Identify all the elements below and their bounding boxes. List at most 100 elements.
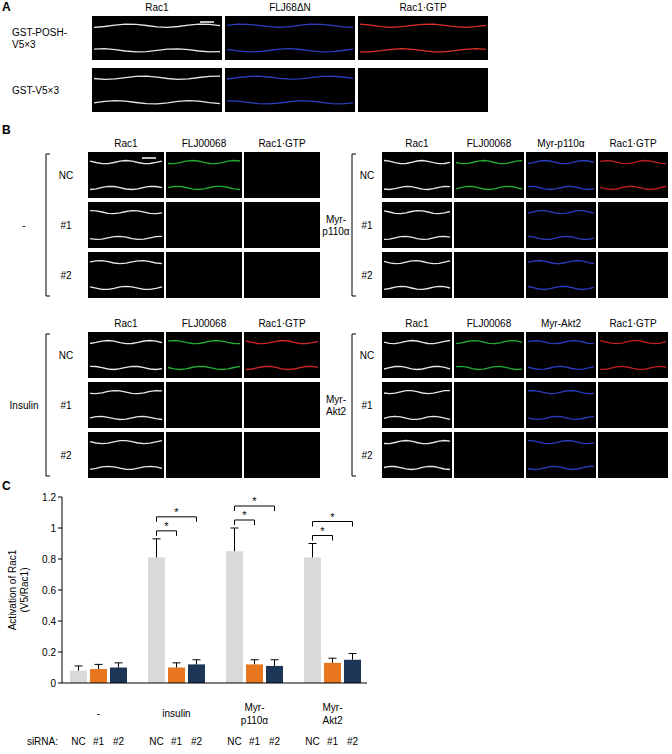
group-label: Akt2: [322, 715, 342, 726]
x-tick-label: #2: [269, 736, 281, 747]
fiber-signal: [384, 286, 450, 289]
column-header: FLJ68ΔN: [269, 2, 311, 13]
fiber-signal: [90, 211, 162, 214]
column-header: Rac1: [405, 138, 429, 149]
fiber-signal: [384, 236, 450, 239]
micrograph: [88, 202, 164, 248]
row-label: #1: [60, 220, 72, 231]
fiber-signal: [168, 186, 240, 189]
condition-label: Akt2: [326, 406, 346, 417]
panel-a: ARac1FLJ68ΔNRac1·GTPGST-POSH-V5×3GST-V5×…: [2, 0, 488, 112]
fiber-signal: [90, 236, 162, 239]
fiber-signal: [246, 366, 318, 369]
micrograph: [454, 202, 524, 248]
micrograph: [382, 432, 452, 478]
micrograph: [88, 252, 164, 298]
x-axis: [62, 683, 367, 684]
fiber-signal: [384, 341, 450, 344]
fiber-signal: [94, 101, 220, 104]
fiber-signal: [94, 49, 220, 52]
column-header: Rac1·GTP: [609, 318, 657, 329]
micrograph: [382, 202, 452, 248]
fiber-signal: [168, 341, 240, 344]
row-label: #1: [361, 400, 373, 411]
y-tick-label: 0.8: [42, 554, 56, 565]
column-header: Rac1·GTP: [609, 138, 657, 149]
y-tick-label: 0: [50, 678, 56, 689]
fiber-signal: [227, 24, 353, 27]
column-header: Myr-Akt2: [541, 318, 581, 329]
column-header: Rac1: [405, 318, 429, 329]
micrograph: [166, 382, 242, 428]
error-bar: [271, 660, 279, 666]
x-axis-label: siRNA:: [27, 736, 58, 747]
group-label: p110α: [241, 715, 269, 726]
bars: [70, 528, 361, 683]
error-bar: [309, 544, 317, 558]
bar: [168, 668, 185, 684]
panel-label: A: [2, 0, 11, 14]
significance-label: *: [252, 495, 257, 507]
micrograph: [244, 202, 320, 248]
column-header: Rac1: [114, 138, 138, 149]
fiber-signal: [384, 161, 450, 164]
condition-label: -: [22, 220, 25, 231]
micrograph: [88, 432, 164, 478]
bar: [266, 666, 283, 683]
fiber-signal: [227, 49, 353, 52]
error-bar: [153, 539, 161, 558]
fiber-signal: [227, 76, 353, 79]
fiber-signal: [528, 416, 594, 419]
y-tick: [58, 652, 62, 653]
micrograph: [166, 202, 242, 248]
fiber-signal: [90, 366, 162, 369]
micrograph: [454, 252, 524, 298]
fiber-signal: [528, 441, 594, 444]
micrograph: [88, 332, 164, 378]
y-tick-label: 1.2: [42, 492, 56, 503]
micrograph: [526, 252, 596, 298]
micrograph: [526, 332, 596, 378]
micrograph: [526, 382, 596, 428]
panel-label: B: [2, 123, 11, 137]
panel-label: C: [2, 479, 11, 493]
x-tick-label: #2: [113, 736, 125, 747]
x-tick-label: NC: [71, 736, 85, 747]
group-bracket: [46, 334, 50, 476]
y-tick: [58, 559, 62, 560]
bar: [110, 668, 127, 684]
micrograph: [92, 68, 222, 112]
micrograph: [244, 432, 320, 478]
scale-bar: [200, 21, 214, 23]
fiber-signal: [600, 161, 666, 164]
fiber-signal: [90, 416, 162, 419]
error-bar: [193, 660, 201, 665]
fiber-signal: [94, 76, 220, 79]
x-tick-label: #1: [249, 736, 261, 747]
micrograph: [166, 252, 242, 298]
scale-bar: [142, 157, 156, 159]
group-bracket: [352, 154, 356, 296]
micrograph: [88, 152, 164, 198]
error-bar: [329, 658, 337, 663]
panel-b: BRac1FLJ00068Rac1·GTP-NC#1#2Rac1FLJ00068…: [2, 123, 668, 478]
y-tick-label: 0.4: [42, 616, 56, 627]
x-tick-label: #1: [93, 736, 105, 747]
column-header: FLJ00068: [467, 318, 512, 329]
fiber-signal: [90, 341, 162, 344]
fiber-signal: [600, 341, 666, 344]
error-bar: [75, 666, 83, 671]
x-tick-label: #1: [171, 736, 183, 747]
error-bar: [231, 528, 239, 551]
row-label: #1: [60, 400, 72, 411]
micrograph: [526, 202, 596, 248]
fiber-signal: [456, 161, 522, 164]
row-label: V5×3: [12, 39, 36, 50]
panel-c: C00.20.40.60.811.2Activation of Rac1(V5/…: [2, 479, 367, 747]
fiber-signal: [528, 391, 594, 394]
significance-label: *: [242, 509, 247, 521]
y-tick: [58, 683, 62, 684]
group-bracket: [46, 154, 50, 296]
fiber-signal: [90, 286, 162, 289]
fiber-signal: [384, 441, 450, 444]
